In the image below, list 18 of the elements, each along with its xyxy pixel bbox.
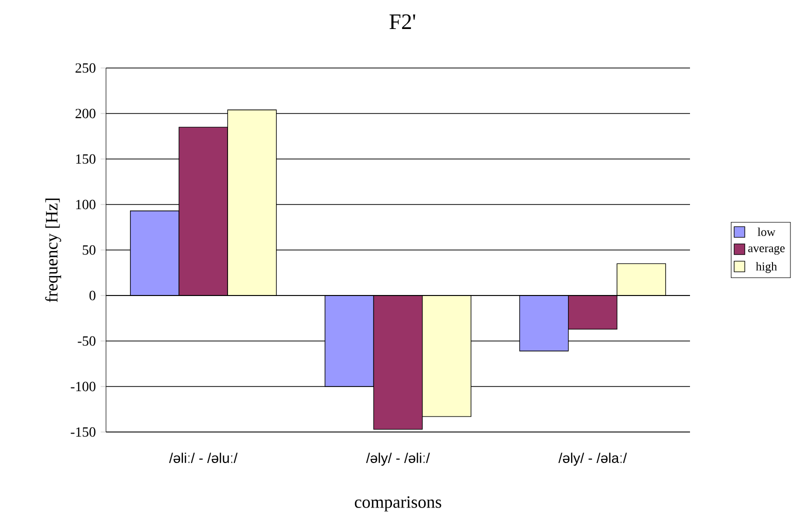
x-tick-label: /əly/ - /əliː/ [366, 452, 430, 466]
legend-label: average [748, 246, 785, 255]
y-axis-title: frequency [Hz] [45, 198, 62, 302]
y-tick-label: -100 [70, 382, 96, 392]
y-tick-label: 0 [89, 290, 96, 300]
y-tick-label: -150 [70, 427, 96, 437]
y-tick-label: 250 [76, 63, 96, 73]
y-tick-label: -50 [78, 336, 96, 346]
x-tick-label: /əliː/ - /əluː/ [169, 452, 238, 464]
legend-label: high [756, 262, 777, 273]
y-tick-label: 150 [76, 154, 96, 164]
legend-label: low [758, 228, 776, 236]
y-tick-label: 100 [76, 200, 96, 210]
x-axis-title: comparisons [354, 496, 442, 512]
chart-title: F2' [390, 14, 416, 29]
y-tick-label: 200 [76, 108, 96, 118]
x-tick-label: /əly/ - /əlaː/ [558, 452, 627, 466]
y-tick-label: 50 [82, 245, 96, 255]
